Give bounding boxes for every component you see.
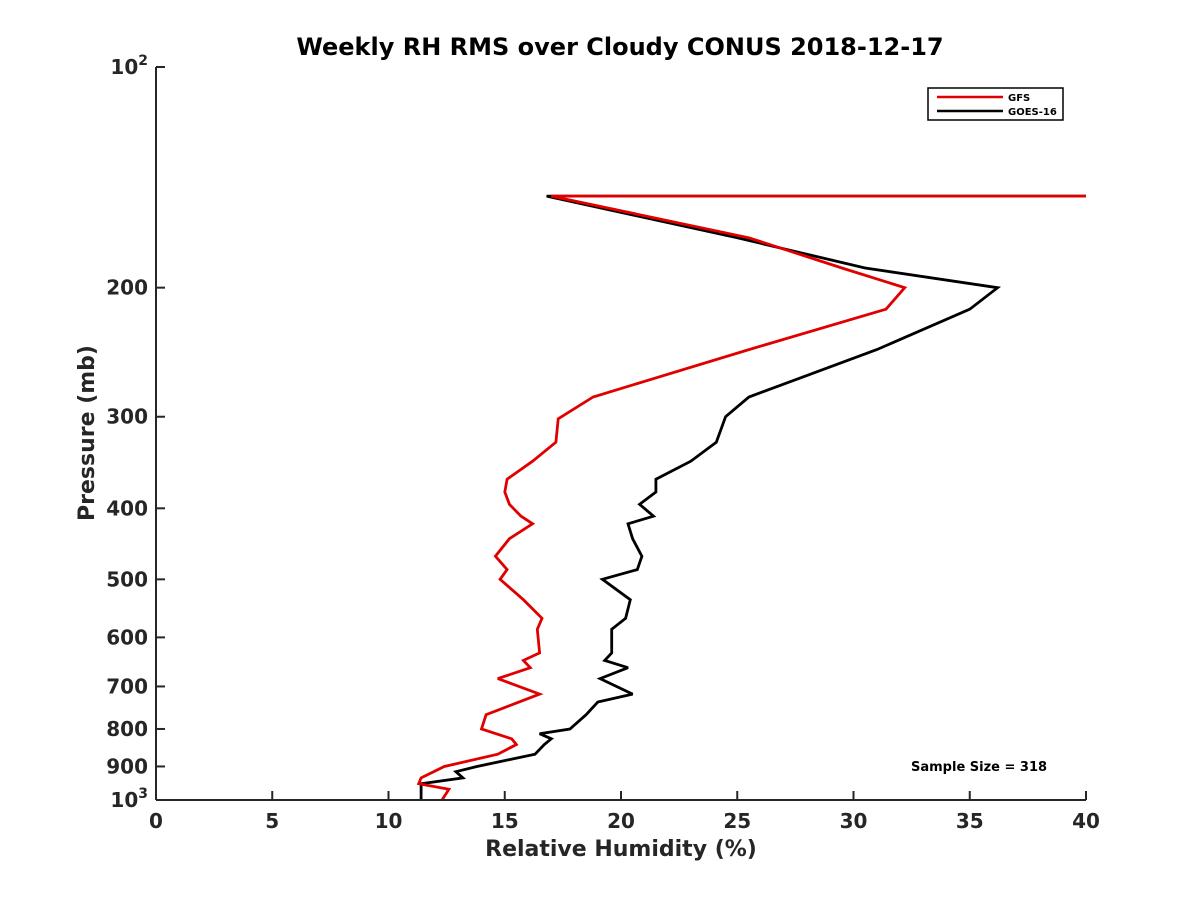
legend-label-goes16: GOES-16 [1008, 107, 1057, 118]
x-tick-label: 20 [607, 809, 635, 833]
sample-size-annotation: Sample Size = 318 [911, 760, 1047, 775]
series-line-goes16 [419, 194, 1086, 800]
y-tick-label-base: 400 [106, 496, 148, 520]
y-tick-label: 500 [106, 567, 148, 591]
x-tick-label: 40 [1072, 809, 1100, 833]
x-tick-label: 0 [149, 809, 163, 833]
y-tick-label: 300 [106, 405, 148, 429]
y-tick-label-base: 200 [106, 276, 148, 300]
chart-title: Weekly RH RMS over Cloudy CONUS 2018-12-… [296, 33, 943, 61]
y-tick-label: 200 [106, 276, 148, 300]
legend: GFS GOES-16 [927, 87, 1064, 121]
x-tick-label: 35 [956, 809, 984, 833]
y-tick-label-base: 500 [106, 567, 148, 591]
x-tick-label: 30 [840, 809, 868, 833]
x-tick-label: 15 [491, 809, 519, 833]
y-axis-label: Pressure (mb) [75, 345, 100, 521]
y-tick-label-base: 600 [106, 625, 148, 649]
y-tick-label: 103 [110, 786, 148, 812]
series-line-gfs [416, 194, 1086, 801]
y-tick-label: 102 [110, 53, 148, 79]
y-tick-label-base: 700 [106, 674, 148, 698]
legend-box [927, 87, 1064, 121]
y-tick-label-exponent: 3 [138, 786, 148, 802]
x-tick-label: 25 [723, 809, 751, 833]
y-tick-label: 900 [106, 754, 148, 778]
y-tick-label-base: 10 [110, 788, 138, 812]
y-tick-label: 700 [106, 674, 148, 698]
y-tick-label: 600 [106, 625, 148, 649]
y-tick-label-base: 300 [106, 405, 148, 429]
y-tick-label: 800 [106, 717, 148, 741]
y-tick-label-base: 900 [106, 754, 148, 778]
x-ticks: 0 5 10 15 20 25 30 35 40 [149, 791, 1100, 833]
y-tick-label-base: 800 [106, 717, 148, 741]
x-tick-label: 5 [265, 809, 279, 833]
legend-label-gfs: GFS [1008, 93, 1030, 104]
x-tick-label: 10 [375, 809, 403, 833]
y-tick-label-exponent: 2 [138, 53, 148, 69]
y-tick-label-base: 10 [110, 55, 138, 79]
x-axis-label: Relative Humidity (%) [485, 837, 757, 862]
y-tick-label: 400 [106, 496, 148, 520]
series-layer [416, 194, 1086, 801]
